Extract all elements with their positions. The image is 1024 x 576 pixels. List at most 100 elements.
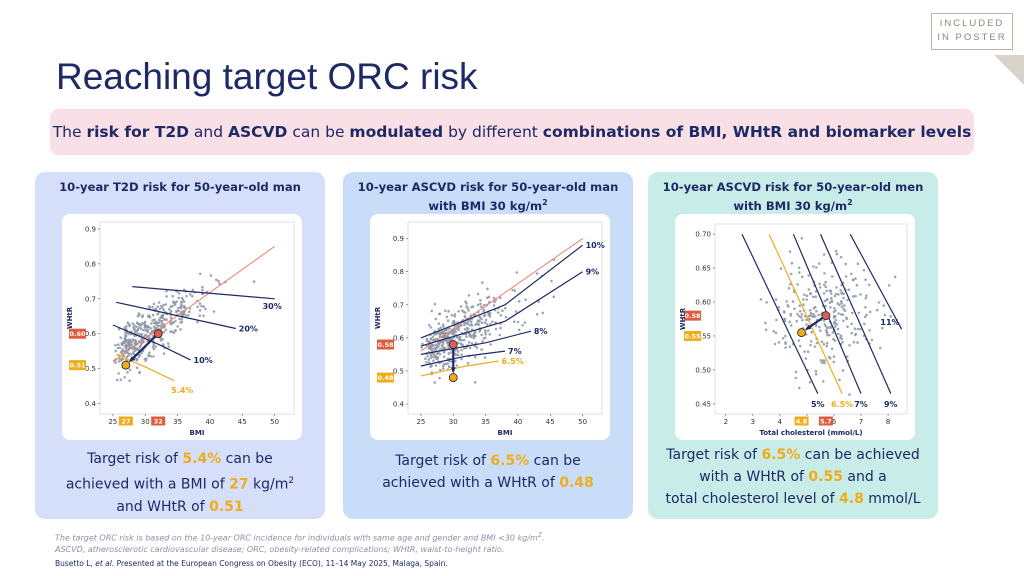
target-cholesterol-value: 4.8 [839,491,864,507]
scatter-point [460,357,463,361]
scatter-point [828,301,832,304]
scatter-point [439,340,442,344]
scatter-point [798,344,802,348]
scatter-point [805,323,808,326]
risk-contour-10pct [112,324,191,361]
y-highlight-label: 0.60 [69,330,86,338]
scatter-point [202,314,205,318]
footnote: The target ORC risk is based on the 10-y… [55,530,545,555]
y-tick-label: 0.4 [85,400,97,408]
scatter-point [446,362,450,365]
scatter-point [825,344,828,348]
scatter-point [814,324,818,328]
scatter-point [179,328,182,331]
scatter-point [437,341,440,344]
scatter-point [863,322,866,326]
scatter-point [825,341,829,345]
scatter-point [788,250,792,253]
scatter-point [191,294,194,298]
y-tick-label: 0.9 [85,225,96,233]
scatter-point [807,274,810,277]
scatter-point [138,345,142,349]
conclusion-text: can be achieved [800,447,920,463]
scatter-point [875,308,879,312]
scatter-point [469,335,473,339]
scatter-point [163,326,166,329]
scatter-point [450,313,454,317]
unit-superscript: 2 [288,476,295,486]
scatter-point [151,305,154,309]
scatter-point [196,305,199,309]
scatter-point [820,361,824,364]
scatter-point [823,272,826,275]
scatter-point [202,305,205,308]
x-tick-label: 30 [141,418,150,426]
scatter-point [424,357,427,360]
x-tick-label: 40 [513,418,522,426]
chart-ascvd-whtr: 10% 9% 8% 7% 6.5% 0.4 0.5 0.6 0.7 0.8 0.9 25 30 35 40 4… [370,214,610,440]
scatter-point [524,298,527,301]
risk-contour-label: 9% [586,268,600,277]
scatter-point [840,337,844,340]
scatter-point [800,275,804,279]
arrow-head [450,367,456,374]
scatter-point [829,306,832,309]
scatter-point [141,321,144,325]
scatter-point [185,294,188,298]
scatter-point [820,340,824,343]
risk-contour-label: 5% [811,400,825,409]
scatter-point [499,326,502,330]
scatter-point [142,340,145,344]
scatter-point [822,253,826,256]
scatter-point [151,313,155,317]
scatter-point [139,327,143,330]
scatter-point [160,322,164,325]
scatter-point [453,320,456,323]
scatter-point [114,361,117,364]
scatter-point [499,296,502,300]
x-tick-label: 25 [108,418,117,426]
scatter-point [802,303,805,306]
scatter-point [835,286,838,289]
risk-contour-label: 30% [263,302,282,311]
x-tick-label: 50 [270,418,279,426]
scatter-point [465,302,468,305]
scatter-point [777,305,781,309]
scatter-point [457,341,460,345]
scatter-point [774,298,778,301]
scatter-point [440,331,443,334]
scatter-point [218,282,221,285]
scatter-point [116,346,120,350]
scatter-point [448,327,451,330]
scatter-point [172,300,175,303]
scatter-point [831,275,834,278]
scatter-point [492,304,496,307]
scatter-point [809,311,813,315]
scatter-point [501,309,504,312]
scatter-point [845,317,849,321]
x-tick-label: 35 [481,418,490,426]
scatter-point [451,329,455,333]
scatter-point [822,283,826,287]
scatter-point [513,289,517,292]
scatter-point [842,307,845,311]
scatter-point [837,293,840,296]
scatter-point [177,292,181,295]
target-point-marker [121,360,131,370]
scatter-point [171,321,175,324]
panel-title-line2: with BMI 30 kg/m [428,198,543,213]
scatter-point [812,306,816,310]
scatter-point [870,338,874,342]
x-tick-label: 45 [546,418,555,426]
scatter-point [437,327,440,331]
scatter-point [128,379,131,383]
risk-contour-10pct [420,244,583,339]
scatter-point [440,344,444,348]
scatter-point [200,304,203,308]
scatter-point [784,334,787,338]
y-highlight-label: 0.55 [684,332,701,340]
scatter-point [854,333,857,337]
scatter-point [128,341,131,345]
scatter-point [445,328,448,331]
y-highlight-label: 0.58 [377,341,394,349]
